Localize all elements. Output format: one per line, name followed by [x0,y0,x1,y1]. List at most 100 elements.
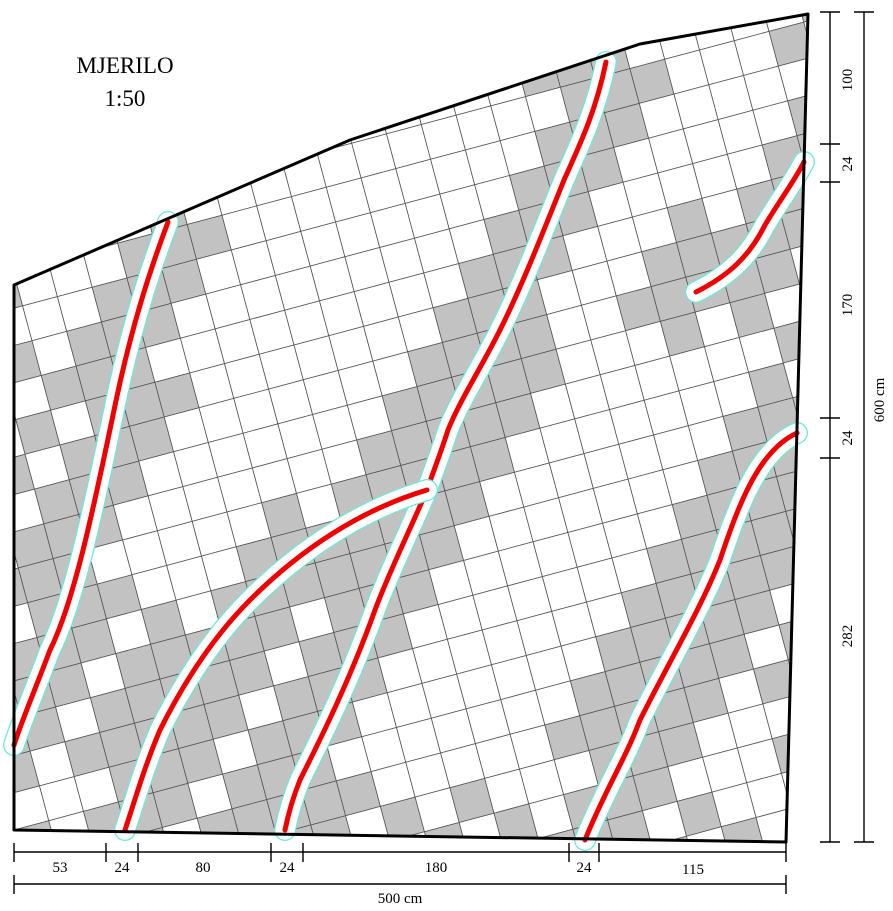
floor-tile [686,826,732,842]
floor-tile [816,755,860,799]
floor-tile [402,45,448,91]
floor-tile [130,14,176,52]
floor-tile [14,226,49,272]
heating-pipe-1 [3,211,179,756]
floor-tile [829,0,873,13]
floor-tile [98,163,144,209]
floor-tile [827,379,871,423]
floor-tile [184,66,230,112]
floor-tile [279,14,325,49]
floor-tile [367,54,413,100]
floor-tile [818,344,862,388]
floor-tile [645,14,691,26]
heating-pipe-3 [114,479,438,841]
floor-tile [832,676,876,720]
floor-tile [392,14,438,56]
floor-tile [38,217,84,263]
floor-tile [14,43,37,89]
floor-tile [0,53,2,97]
floor-tile [219,57,265,103]
floor-tile [297,73,343,119]
floor-tile [803,14,808,58]
floor-tile [63,173,109,219]
floor-tile [288,38,334,84]
bottom-dimension-1: 53 [53,860,68,876]
floor-tile [720,817,766,842]
floor-tile [8,0,52,9]
scale-ratio: 1:50 [105,86,146,111]
floor-tile [832,117,876,161]
floor-tile [716,0,760,6]
floor-tile [193,101,239,147]
floor-tile [209,22,255,68]
floor-tile [29,182,75,228]
floor-tile [797,684,808,730]
floor-tile [323,29,369,75]
floor-tile [253,47,299,93]
right-dimension-5: 282 [840,625,856,648]
floor-tile [0,647,12,691]
floor-tile [458,812,504,842]
floor-tile [14,112,56,158]
floor-tile [168,145,214,191]
scale-label: MJERILO 1:50 [76,53,173,111]
right-dimension-4: 24 [840,430,856,446]
floor-tile [768,21,808,67]
floor-tile [811,458,855,502]
right-dimension-1: 100 [840,69,856,92]
floor-tile [427,14,473,47]
floor-tile [0,88,11,132]
floor-tile [124,119,170,165]
floor-tile [825,231,869,275]
bottom-dimension-4: 24 [280,860,296,876]
floor-tile [541,14,587,53]
floor-tile [14,157,30,203]
floor-tile [348,14,394,30]
floor-tile [358,19,404,65]
right-dimension-2: 24 [840,156,856,172]
floor-tile [200,14,246,33]
bottom-dimension-6: 24 [577,860,593,876]
floor-tile [497,14,543,28]
floor-tile [0,350,7,394]
floor-tile [14,122,21,168]
floor-tile [531,14,577,19]
floor-tile [165,14,211,42]
floor-tile [607,810,653,842]
floor-tile [149,75,195,121]
heating-pipe-2 [274,51,617,841]
floor-tile [419,0,463,11]
room-outline [12,12,810,844]
floor-tile [576,14,622,44]
floor-tile [89,129,135,175]
floor-tile [133,154,179,200]
floor-tile [804,571,808,617]
floor-tile [835,824,879,868]
floor-tile [680,14,726,16]
floor-tile [469,848,513,892]
floor-tile [777,56,808,102]
floor-tile [610,14,656,35]
scale-title: MJERILO [76,53,173,78]
floor-tile [424,822,469,842]
floor-tile [462,14,508,37]
floor-tile [305,0,349,4]
floor-tile [806,719,808,765]
floor-tile [790,798,808,842]
floor-tile [826,790,870,834]
floor-tile [471,26,517,72]
floor-tile [207,844,251,888]
floor-tile [502,838,548,842]
floor-tile [14,14,19,19]
floor-tile [244,14,290,58]
floor-tile [14,14,28,54]
floor-tile [270,0,314,13]
right-dimension-3: 170 [840,294,856,317]
floor-tile [202,135,248,181]
floor-tile [354,840,400,842]
floor-tile [157,0,201,7]
floor-tile [263,82,309,128]
